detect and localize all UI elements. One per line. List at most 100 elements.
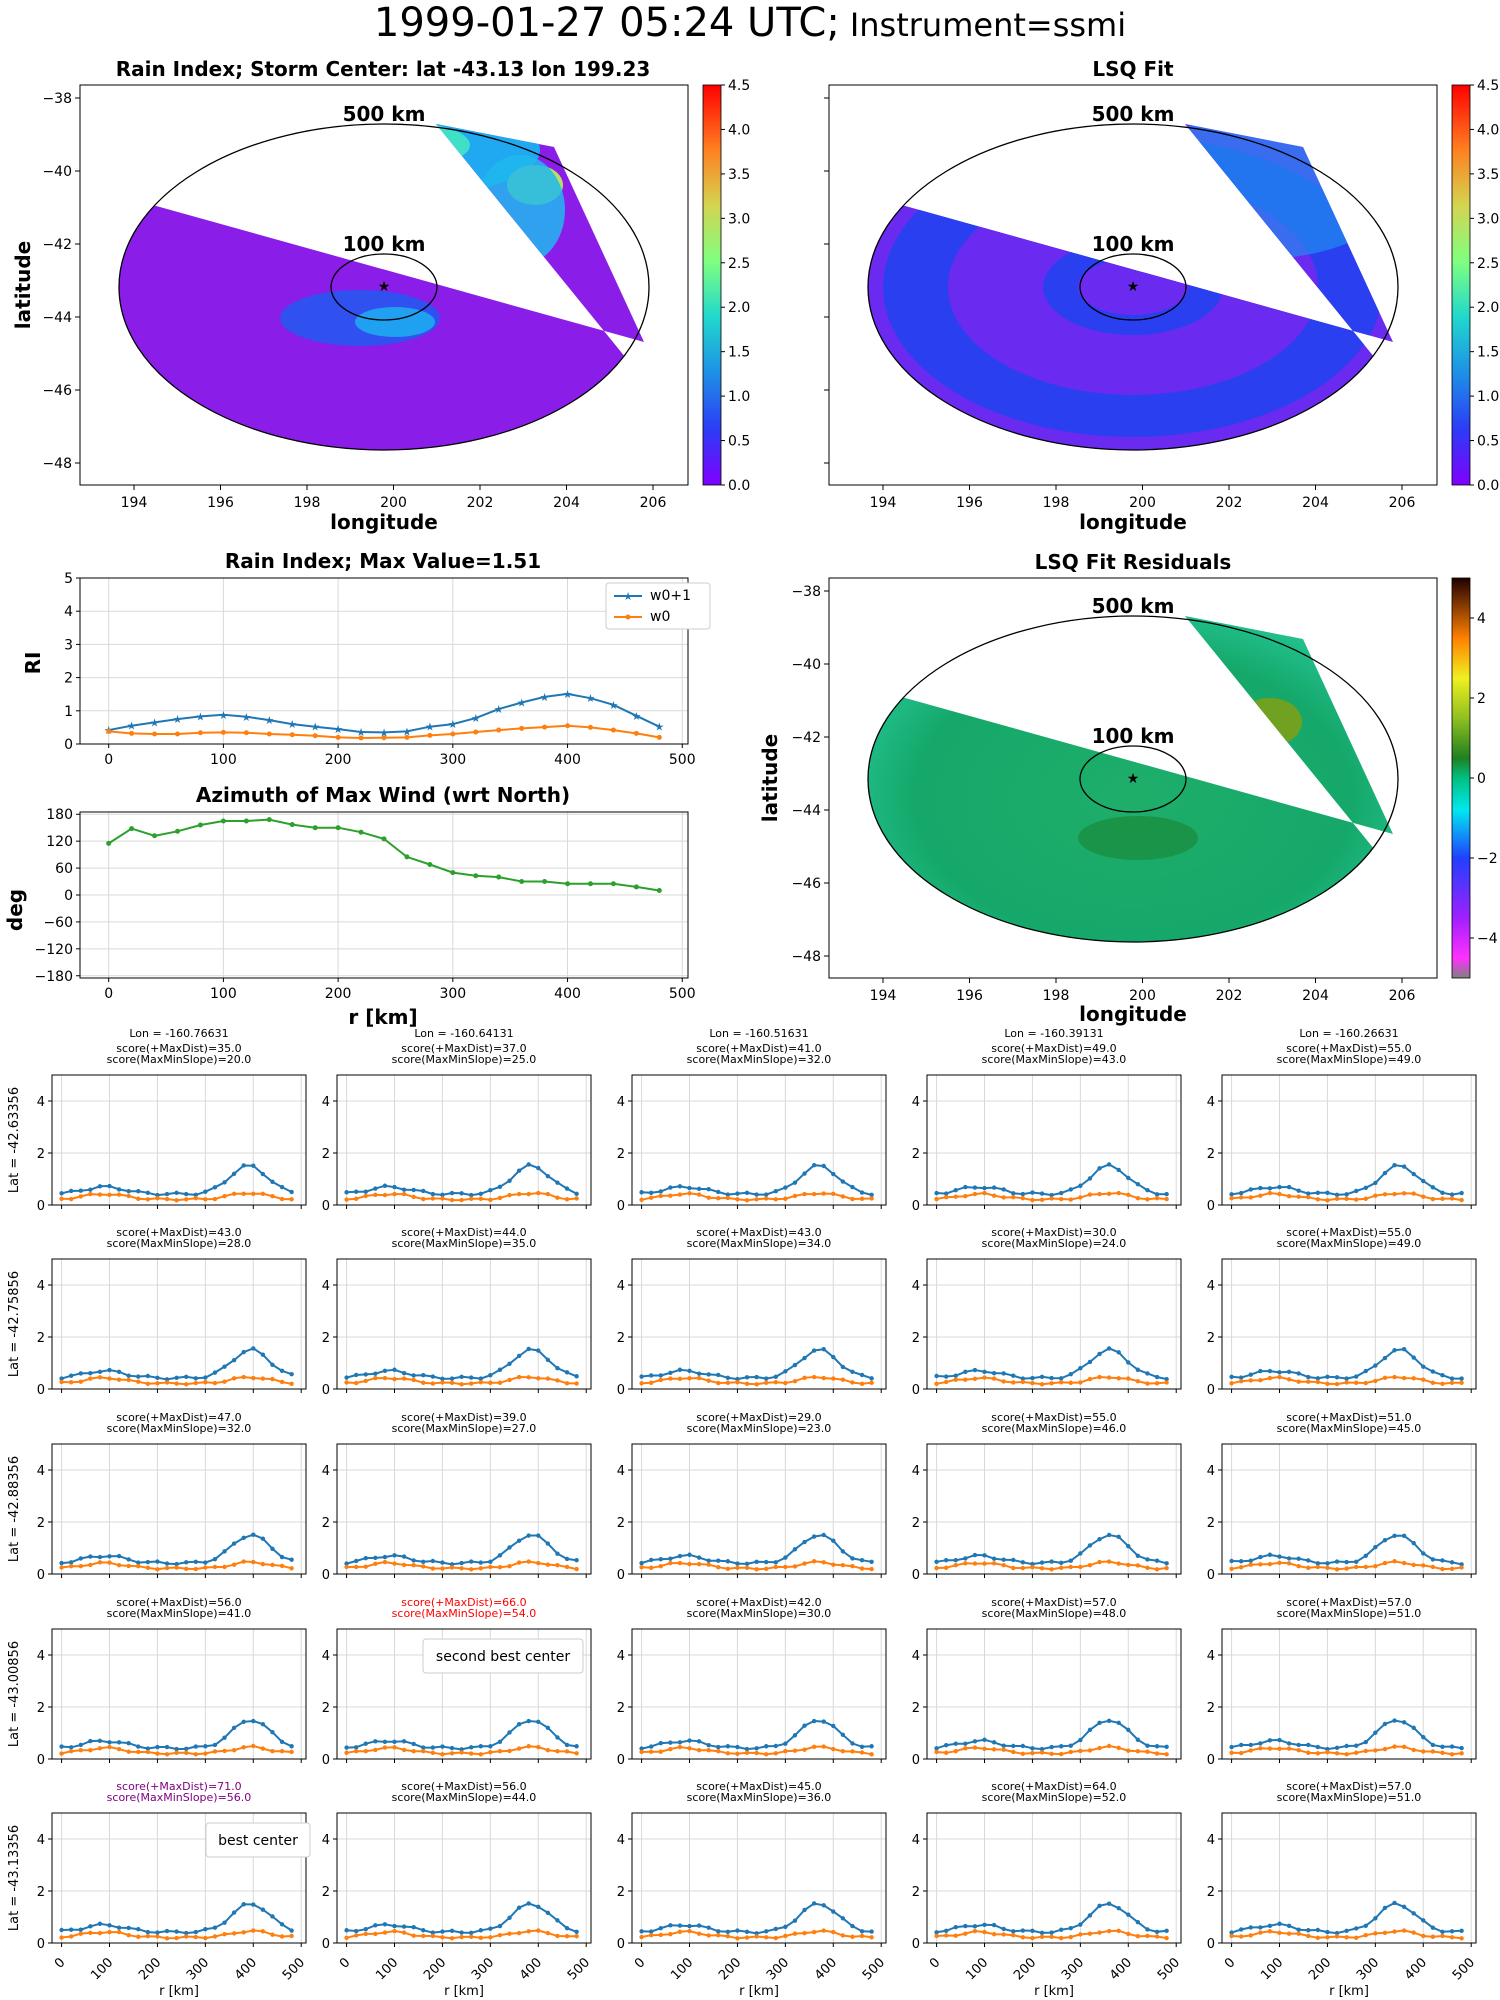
data-point-w0p1 xyxy=(516,1168,522,1173)
candidate-cell: score(+MaxDist)=66.0score(MaxMinSlope)=5… xyxy=(322,1596,592,1768)
data-point-w0p1 xyxy=(1421,1551,1426,1556)
data-point-w0p1 xyxy=(982,1369,987,1375)
tick-label: −40 xyxy=(791,657,821,673)
data-point-w0 xyxy=(174,1565,179,1570)
candidate-cell: Lon = -160.51631score(+MaxDist)=41.0scor… xyxy=(617,1027,887,1214)
data-point-w0p1 xyxy=(1258,1741,1263,1746)
data-point-w0 xyxy=(754,1197,759,1202)
x-tick-label: 300 xyxy=(1059,1955,1087,1983)
data-point-w0p1 xyxy=(953,1558,958,1563)
data-point-w0p1: ★ xyxy=(425,721,435,734)
data-point-w0p1 xyxy=(536,1719,541,1725)
data-point-w0p1 xyxy=(1353,1926,1359,1931)
data-point-w0 xyxy=(222,1748,227,1754)
data-point-w0p1 xyxy=(212,1742,218,1748)
data-point-w0p1 xyxy=(116,1187,122,1192)
data-point-w0p1 xyxy=(754,1931,759,1936)
data-point-w0 xyxy=(1344,1566,1349,1571)
data-point-w0p1 xyxy=(1334,1375,1340,1380)
data-point-w0 xyxy=(373,1561,378,1567)
data-point-w0 xyxy=(1126,1562,1131,1568)
cell-score-maxminslope: score(MaxMinSlope)=35.0 xyxy=(392,1237,537,1250)
data-point-w0 xyxy=(392,1745,397,1750)
data-point-w0p1 xyxy=(811,1901,817,1906)
data-point-w0p1 xyxy=(1382,1905,1388,1911)
data-point-w0 xyxy=(126,1193,131,1199)
colorbar-tick-label: 1.0 xyxy=(728,389,750,405)
data-point-w0p1 xyxy=(344,1561,349,1566)
data-point-w0 xyxy=(145,1381,151,1387)
data-point-w0p1 xyxy=(1106,1162,1112,1167)
data-point-w0p1 xyxy=(231,1910,237,1915)
data-point-w0 xyxy=(251,1191,256,1197)
data-point-w0 xyxy=(1248,1378,1253,1383)
y-tick-label: 2 xyxy=(1207,1516,1215,1531)
data-point-w0p1 xyxy=(1373,1363,1378,1368)
data-point-w0p1 xyxy=(145,1559,151,1565)
data-point-w0p1 xyxy=(1049,1192,1054,1198)
cell-score-maxminslope: score(MaxMinSlope)=48.0 xyxy=(982,1607,1127,1620)
cell-score-maxminslope: score(MaxMinSlope)=43.0 xyxy=(982,1053,1127,1066)
colorbar-tick-label: 0.5 xyxy=(1477,434,1499,450)
ri-legend-marker-w0p1: ★ xyxy=(623,590,633,603)
data-point-w0 xyxy=(1296,1379,1301,1384)
data-point-w0p1 xyxy=(754,1192,759,1197)
colorbar-tick-label: 4.0 xyxy=(1477,122,1499,138)
data-point-w0 xyxy=(373,1192,378,1198)
plot-background xyxy=(1222,1444,1476,1574)
data-point-w0p1 xyxy=(1421,1918,1426,1923)
data-point-w0 xyxy=(526,1744,531,1749)
data-point-w0p1: ★ xyxy=(264,714,274,727)
data-point-w0p1 xyxy=(639,1746,644,1751)
data-point-w0p1 xyxy=(831,1538,836,1543)
data-point-w0p1 xyxy=(792,1362,798,1368)
data-point-w0p1 xyxy=(421,1559,426,1564)
data-point-w0p1 xyxy=(478,1560,483,1565)
cell-score-maxdist: score(+MaxDist)=41.0 xyxy=(696,1042,821,1055)
data-point-w0 xyxy=(1392,1929,1397,1934)
data-point-w0 xyxy=(1116,1376,1121,1381)
center-annotation-label: best center xyxy=(218,1833,298,1849)
x-tick-label: 0 xyxy=(104,986,113,1002)
data-point-w0p1 xyxy=(1248,1742,1253,1748)
x-tick-label: 300 xyxy=(439,752,466,768)
data-point-w0 xyxy=(831,1376,836,1381)
data-point-w0p1 xyxy=(1087,1176,1093,1181)
data-point-w0p1 xyxy=(1154,1192,1160,1197)
data-point-w0p1 xyxy=(507,1730,512,1735)
data-point-w0 xyxy=(1145,1381,1150,1386)
data-point-w0p1 xyxy=(155,1375,160,1381)
y-tick-label: 2 xyxy=(1207,1147,1215,1162)
data-point-w0p1 xyxy=(687,1923,692,1929)
data-point-w0p1 xyxy=(449,1376,455,1381)
candidate-cell: Lon = -160.26631score(+MaxDist)=55.0scor… xyxy=(1207,1027,1477,1214)
data-point-w0p1 xyxy=(1306,1928,1311,1933)
data-point-w0 xyxy=(716,1380,721,1386)
data-point-w0 xyxy=(289,1933,294,1939)
data-point-w0p1 xyxy=(1296,1188,1301,1193)
data-point-w0p1 xyxy=(536,1348,541,1353)
data-point-w0 xyxy=(850,1934,855,1939)
x-tick-label: 400 xyxy=(1107,1955,1135,1983)
data-point-w0 xyxy=(197,730,203,736)
data-point-w0p1 xyxy=(991,1740,997,1745)
data-point-w0p1 xyxy=(1382,1538,1388,1543)
data-point-w0p1 xyxy=(696,1371,702,1376)
data-point-w0 xyxy=(1363,1380,1368,1386)
data-point-w0 xyxy=(116,1192,122,1197)
candidate-cell: score(+MaxDist)=51.0score(MaxMinSlope)=4… xyxy=(1207,1411,1477,1583)
data-point-w0p1 xyxy=(943,1558,949,1563)
data-point-w0p1 xyxy=(344,1745,349,1750)
data-point-w0 xyxy=(1411,1376,1416,1381)
data-point-w0 xyxy=(706,1747,711,1753)
data-point-w0 xyxy=(392,1561,397,1566)
data-point-w0p1 xyxy=(459,1560,464,1566)
data-point-w0p1 xyxy=(183,1930,189,1936)
tick-label: 200 xyxy=(1129,495,1156,511)
data-point-w0p1 xyxy=(174,1561,179,1567)
data-point-w0p1 xyxy=(802,1723,807,1728)
data-point-w0 xyxy=(1116,1745,1121,1751)
data-point-w0 xyxy=(373,1747,378,1753)
lsq-ring-500km xyxy=(867,123,1399,451)
data-point-w0 xyxy=(1286,1931,1292,1936)
